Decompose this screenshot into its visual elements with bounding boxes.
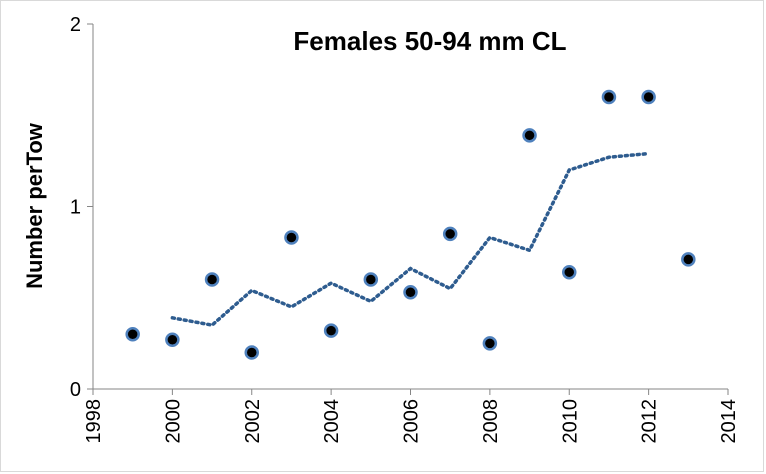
data-point — [562, 264, 577, 280]
x-tick-label: 2008 — [480, 399, 502, 444]
x-tick-label: 2004 — [321, 399, 343, 444]
data-point — [165, 332, 180, 347]
x-tick-label: 1998 — [83, 399, 105, 444]
y-tick-label: 2 — [70, 14, 81, 36]
data-point — [363, 272, 379, 287]
data-point — [681, 252, 696, 267]
data-point — [522, 128, 537, 143]
x-tick-label: 2006 — [401, 399, 423, 444]
y-tick-label: 1 — [70, 197, 81, 219]
x-tick-label: 2010 — [559, 399, 581, 444]
y-axis-label: Number perTow — [22, 122, 47, 289]
trend-line — [170, 151, 651, 327]
data-point — [244, 345, 259, 360]
data-point — [601, 89, 617, 105]
x-tick-label: 2002 — [242, 399, 264, 444]
chart-title: Females 50-94 mm CL — [293, 26, 566, 56]
data-point — [403, 285, 418, 300]
data-point — [323, 323, 339, 338]
data-point — [284, 230, 299, 245]
data-point — [641, 89, 656, 105]
y-tick-label: 0 — [70, 379, 81, 401]
data-point — [125, 327, 140, 342]
data-point — [482, 336, 498, 351]
x-tick-label: 2000 — [162, 399, 184, 444]
x-tick-label: 2012 — [639, 399, 661, 444]
x-tick-label: 2014 — [718, 399, 740, 444]
data-point — [442, 226, 458, 242]
data-point — [204, 272, 220, 287]
